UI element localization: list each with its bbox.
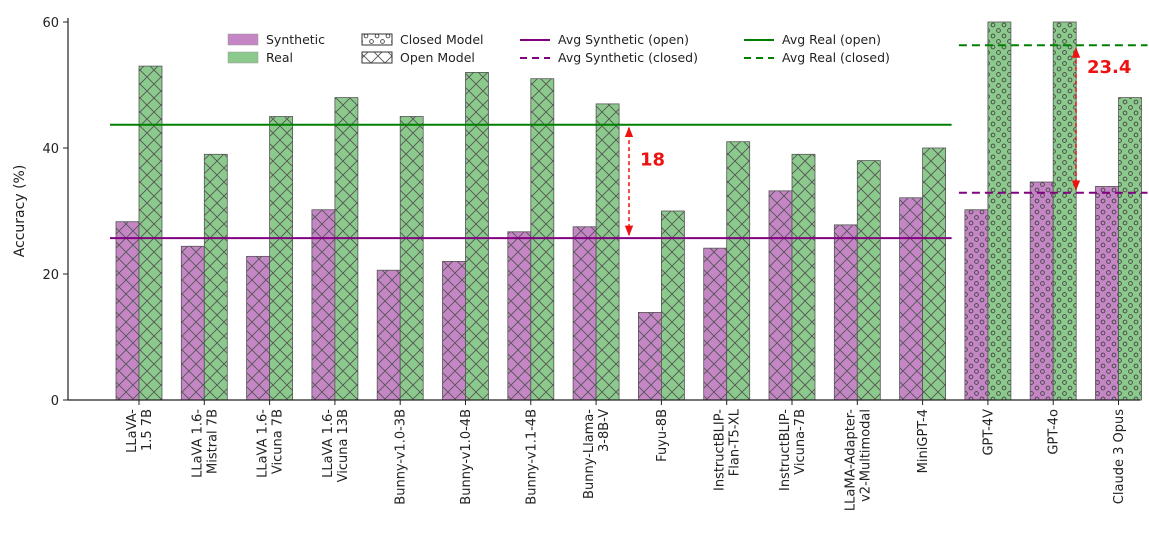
bar-synthetic-hatch-0	[115, 221, 140, 401]
legend-hatch-1	[361, 51, 393, 64]
legend-hatch-label-0: Closed Model	[400, 32, 484, 47]
bar-synthetic-hatch-13	[964, 209, 989, 401]
x-tick-label-14: GPT-4o	[1047, 409, 1062, 455]
legend-swatch-synthetic	[227, 33, 259, 46]
x-tick-label-13: GPT-4V	[981, 409, 996, 456]
y-tick-label-20: 20	[42, 268, 59, 283]
bar-synthetic-hatch-8	[638, 312, 662, 401]
bar-real-hatch-9	[726, 141, 751, 401]
y-tick-label-0: 0	[51, 394, 59, 409]
legend-hatch-label-1: Open Model	[400, 50, 475, 65]
bar-synthetic-hatch-7	[572, 226, 597, 401]
bar-real-hatch-8	[661, 210, 685, 401]
legend-line-label-3: Avg Real (closed)	[782, 50, 890, 65]
x-tick-label-12: MiniGPT-4	[916, 409, 931, 473]
x-tick-label-4: Bunny-v1.0-3B	[394, 409, 409, 505]
x-tick-label-8: Fuyu-8B	[655, 409, 670, 462]
y-axis-title: Accuracy (%)	[12, 165, 28, 258]
bar-real-hatch-6	[530, 78, 555, 401]
bar-synthetic-hatch-4	[376, 269, 401, 401]
bar-synthetic-hatch-2	[246, 255, 271, 401]
x-tick-label-15: Claude 3 Opus	[1112, 409, 1127, 504]
x-tick-label-11: LLaMA-Adapter-v2-Multimodal	[843, 409, 873, 511]
y-tick-label-40: 40	[42, 142, 59, 157]
legend-label-synthetic: Synthetic	[266, 32, 325, 47]
legend-line-label-2: Avg Real (open)	[782, 32, 881, 47]
x-tick-label-6: Bunny-v1.1-4B	[524, 409, 539, 505]
bar-real-hatch-10	[791, 153, 816, 401]
legend-swatch-real	[227, 51, 259, 64]
bar-real-hatch-1	[203, 153, 228, 401]
bar-real-hatch-0	[138, 65, 163, 401]
y-tick-label-60: 60	[42, 16, 59, 31]
bar-real-hatch-7	[595, 103, 620, 401]
legend-label-real: Real	[266, 50, 293, 65]
bar-synthetic-hatch-1	[180, 245, 205, 401]
bar-synthetic-hatch-11	[833, 224, 858, 401]
annotation-label-0: 18	[640, 149, 665, 170]
reference-lines	[110, 44, 1148, 240]
annotations: 18 23.4	[624, 47, 1131, 237]
bar-real-hatch-3	[334, 97, 359, 401]
bar-real-hatch-2	[269, 116, 294, 401]
x-tick-label-0: LLaVA-1.5 7B	[125, 409, 155, 453]
legend: Synthetic Real Closed Model Open Model Avg S…	[227, 32, 890, 65]
bar-real-hatch-4	[399, 116, 424, 401]
annotation-label-1: 23.4	[1087, 57, 1131, 78]
x-tick-label-7: Bunny-Llama-3-8B-V	[582, 409, 612, 499]
legend-line-label-1: Avg Synthetic (closed)	[558, 50, 698, 65]
x-tick-label-2: LLaVA 1.6-Vicuna 7B	[256, 409, 286, 478]
bar-synthetic-hatch-14	[1029, 181, 1054, 401]
plot-area	[115, 21, 1142, 401]
bar-real-hatch-11	[856, 160, 881, 401]
x-tick-label-9: InstructBLIP-Flan-T5-XL	[713, 408, 743, 491]
bar-synthetic-hatch-12	[899, 197, 923, 401]
bar-real-hatch-15	[1118, 97, 1142, 401]
bar-real-hatch-13	[987, 21, 1012, 401]
x-tick-label-3: LLaVA 1.6-Vicuna 13B	[321, 409, 351, 483]
x-tick-label-5: Bunny-v1.0-4B	[459, 409, 474, 505]
legend-line-label-0: Avg Synthetic (open)	[558, 32, 689, 47]
bar-synthetic-hatch-15	[1095, 186, 1119, 401]
x-tick-label-10: InstructBLIP-Vicuna-7B	[778, 409, 808, 491]
bar-real-hatch-12	[922, 147, 946, 401]
legend-hatch-0	[361, 33, 393, 46]
bar-synthetic-hatch-9	[703, 247, 728, 401]
axes: Accuracy (%) 0 20 40 60	[12, 16, 1140, 409]
bar-synthetic-hatch-10	[768, 190, 793, 401]
x-tick-labels: LLaVA-1.5 7B LLaVA 1.6-Mistral 7B LLaVA 1.…	[125, 408, 1127, 511]
bar-synthetic-hatch-6	[507, 231, 532, 401]
bar-real-hatch-14	[1052, 21, 1077, 401]
bar-real-hatch-5	[465, 72, 489, 401]
x-tick-label-1: LLaVA 1.6-Mistral 7B	[190, 409, 220, 478]
bar-synthetic-hatch-5	[442, 260, 466, 401]
